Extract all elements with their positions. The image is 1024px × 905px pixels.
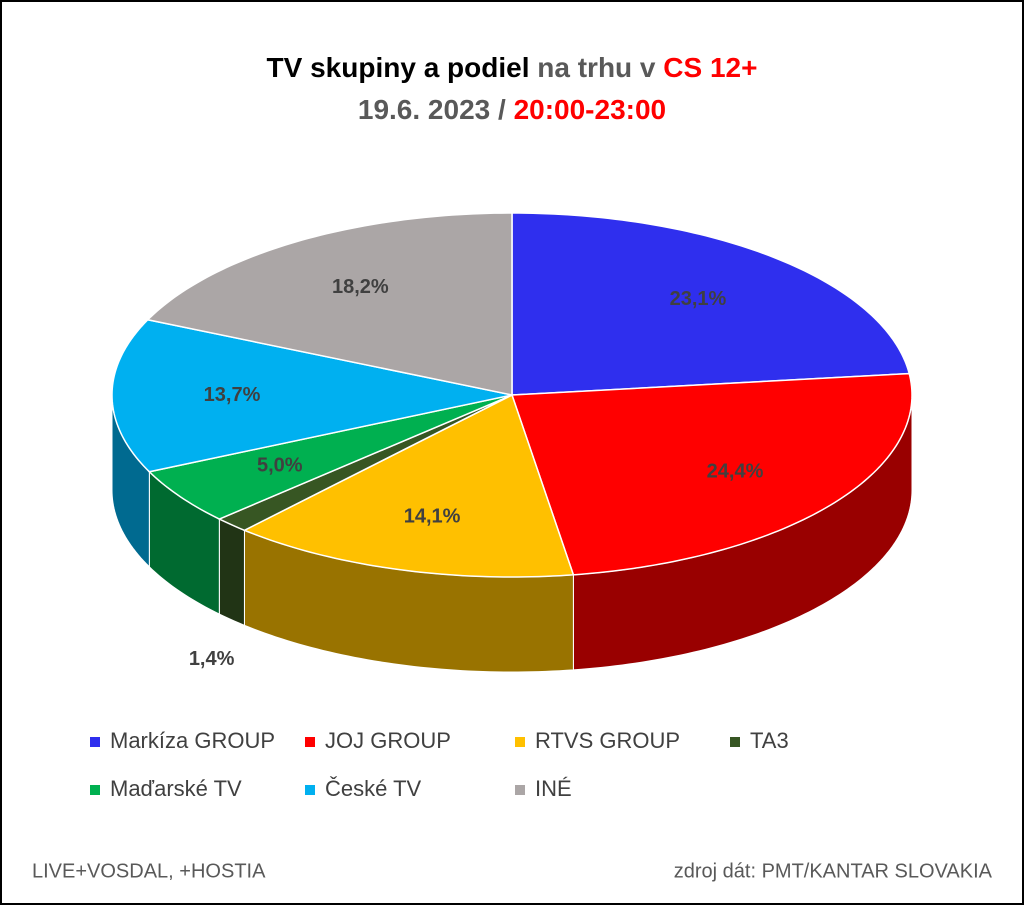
legend-label: JOJ GROUP <box>325 728 451 753</box>
data-label: 13,7% <box>204 384 261 406</box>
data-label: 18,2% <box>332 276 389 298</box>
legend-swatch <box>730 737 740 747</box>
data-label: 23,1% <box>670 288 727 310</box>
subtitle-part: 19.6. 2023 / <box>358 94 506 125</box>
slice <box>146 212 513 396</box>
legend-label: Markíza GROUP <box>110 728 275 753</box>
data-label: 1,4% <box>189 648 235 670</box>
legend-label: České TV <box>325 776 422 801</box>
legend-label: RTVS GROUP <box>535 728 680 753</box>
slice <box>147 394 513 520</box>
slice-side <box>218 518 245 627</box>
title-part: CS 12+ <box>663 52 757 83</box>
legend-swatch <box>515 785 525 795</box>
slice <box>111 318 513 473</box>
legend-swatch <box>305 785 315 795</box>
slice <box>511 212 911 396</box>
legend-swatch <box>90 737 100 747</box>
data-label: 24,4% <box>707 460 764 482</box>
note: LIVE+VOSDAL, +HOSTIA <box>32 860 266 882</box>
data-label: 14,1% <box>404 505 461 527</box>
title-part: na trhu v <box>537 52 656 83</box>
legend-label: TA3 <box>750 728 789 753</box>
title-part: TV skupiny a podiel <box>267 52 530 83</box>
legend-label: INÉ <box>535 776 572 801</box>
chart-title: TV skupiny a podiel na trhu v CS 12+ <box>267 52 758 83</box>
chart-subtitle: 19.6. 2023 / 20:00-23:00 <box>358 94 666 125</box>
legend-swatch <box>515 737 525 747</box>
legend-label: Maďarské TV <box>110 776 242 801</box>
legend-swatch <box>305 737 315 747</box>
slice <box>242 393 575 578</box>
data-label: 5,0% <box>257 454 303 476</box>
slice <box>510 372 913 576</box>
legend-swatch <box>90 785 100 795</box>
note: zdroj dát: PMT/KANTAR SLOVAKIA <box>674 860 993 882</box>
subtitle-part: 20:00-23:00 <box>514 94 667 125</box>
